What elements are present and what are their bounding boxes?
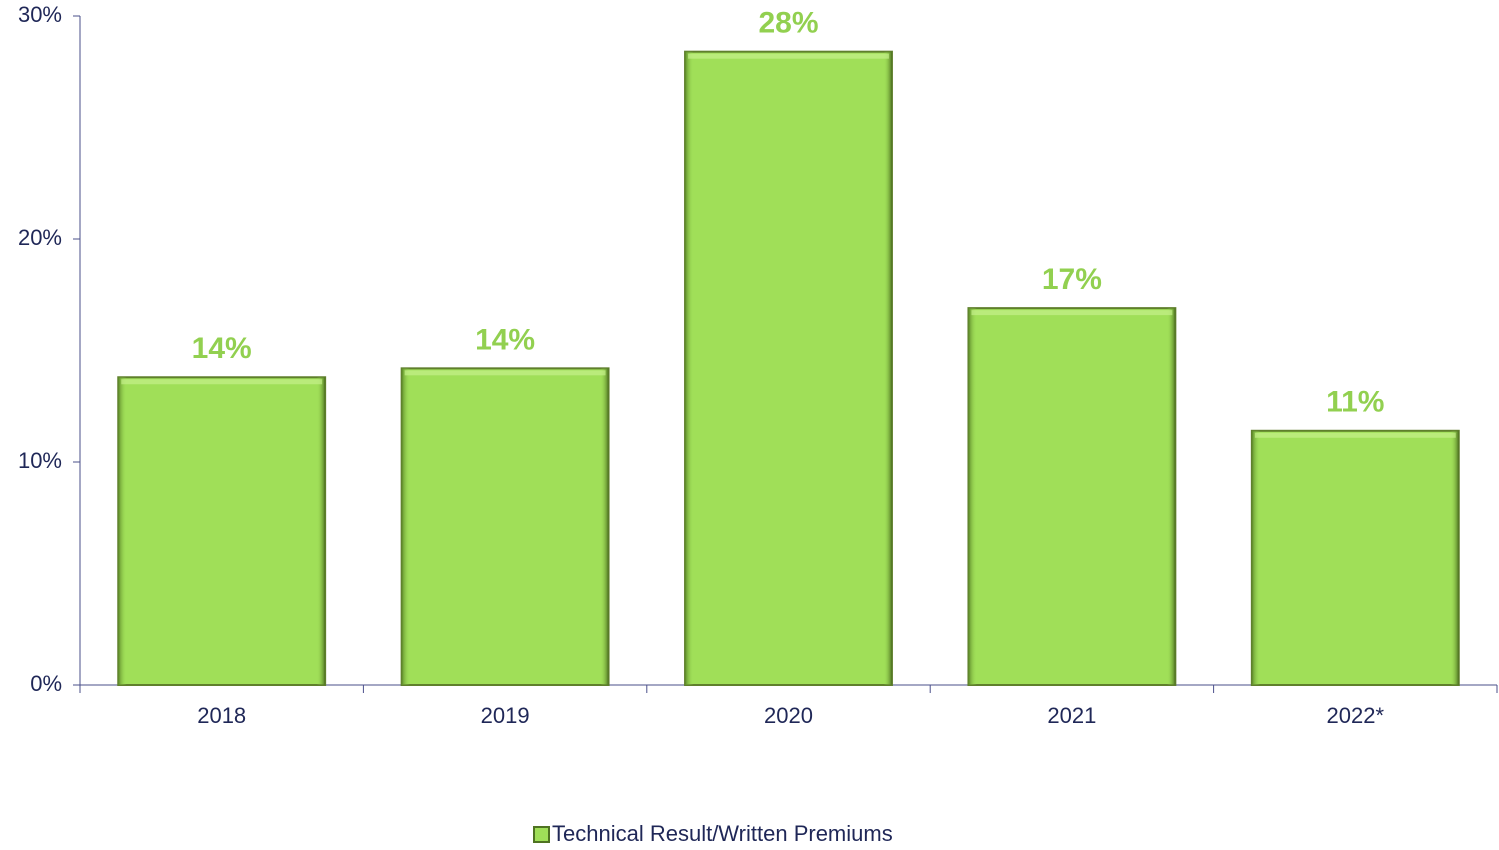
bar-top <box>121 379 323 385</box>
value-label: 14% <box>475 323 535 356</box>
value-label: 28% <box>758 7 818 40</box>
bar-bevel <box>968 308 1176 685</box>
bar-bevel <box>401 368 609 685</box>
bar-bevel <box>1251 430 1459 685</box>
bar-top <box>1254 432 1456 438</box>
y-tick-label: 0% <box>30 671 62 696</box>
legend-label: Technical Result/Written Premiums <box>552 821 893 846</box>
legend-swatch <box>533 826 550 843</box>
x-tick-label: 2021 <box>1047 703 1096 728</box>
value-label: 14% <box>192 332 252 365</box>
y-tick-label: 10% <box>18 448 62 473</box>
bar-bevel <box>118 377 326 685</box>
x-tick-label: 2022* <box>1327 703 1385 728</box>
x-tick-label: 2018 <box>197 703 246 728</box>
x-tick-label: 2019 <box>481 703 530 728</box>
bar-top <box>971 310 1173 316</box>
value-label: 17% <box>1042 263 1102 296</box>
bar-top <box>688 53 889 59</box>
y-tick-label: 20% <box>18 225 62 250</box>
x-tick-label: 2020 <box>764 703 813 728</box>
value-label: 11% <box>1326 386 1384 419</box>
bar-top <box>404 370 606 376</box>
bar-bevel <box>685 51 892 686</box>
y-tick-label: 30% <box>18 2 62 27</box>
